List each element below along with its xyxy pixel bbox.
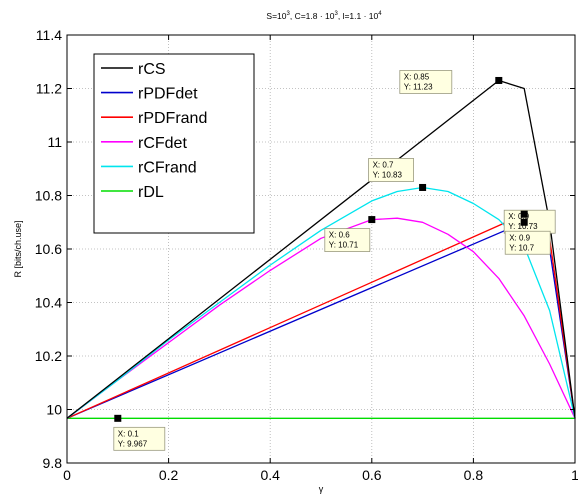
datatip-x-text: X: 0.1 [118,429,139,438]
datatips: X: 0.85Y: 11.23X: 0.7Y: 10.83X: 0.9Y: 10… [113,70,556,451]
title-c-exp: 3 [335,11,339,17]
datatip: X: 0.9Y: 10.7 [504,218,551,255]
datatip-y-text: Y: 11.23 [404,82,433,91]
datatip-x-text: X: 0.7 [373,160,394,169]
x-axis-ticks: 0 0.2 0.4 0.6 0.8 1 [63,35,578,483]
datatip-y-text: Y: 9.967 [118,439,148,448]
series-line-rCS [66,79,576,419]
y-tick-label: 11.2 [36,81,62,97]
x-tick-label: 0.2 [159,467,179,483]
datatip: X: 0.9Y: 10.73 [503,209,556,234]
y-tick-label: 10.8 [35,188,62,204]
chart-title: S=103, C=1.8 · 103, l=1.1 · 104 [266,11,382,21]
datatip-box [368,158,415,182]
x-tick-label: 0.8 [464,467,484,483]
legend: rCS rPDFdet rPDFrand rCFdet rCFrand rDL [93,53,255,234]
y-tick-label: 10.4 [35,295,62,311]
datatip-x-text: X: 0.9 [508,212,529,221]
y-tick-label: 10.2 [35,348,62,364]
y-tick-label: 10 [46,402,62,418]
y-axis-ticks: 9.8 10 10.2 10.4 10.6 10.8 11 11.2 11.4 [35,27,575,471]
datatip-marker [114,414,122,422]
series-line-rPDFrand [66,213,576,419]
series-line-rPDFdet [66,221,576,419]
datatip-x-text: X: 0.85 [404,72,430,81]
legend-label: rPDFrand [138,110,207,127]
y-tick-label: 11.4 [36,27,62,43]
y-tick-label: 9.8 [43,455,63,471]
title-l: , l=1.1 · 10 [338,11,379,21]
datatip-y-text: Y: 10.73 [508,222,538,231]
datatip-box [324,228,371,252]
datatip-y-text: Y: 10.7 [509,243,534,252]
datatip-marker [520,210,528,218]
x-tick-label: 0.4 [260,467,280,483]
datatip: X: 0.1Y: 9.967 [113,414,166,451]
legend-box [93,53,255,234]
legend-label: rDL [138,184,164,201]
datatip: X: 0.6Y: 10.71 [324,216,376,252]
x-tick-label: 0.6 [362,467,382,483]
legend-label: rCFrand [138,159,197,176]
datatip-x-text: X: 0.9 [509,233,530,242]
y-tick-label: 11 [47,134,62,150]
legend-label: rCFdet [138,135,187,152]
title-l-exp: 4 [378,11,382,17]
title-s-exp: 3 [287,11,291,17]
x-tick-label: 0 [63,467,71,483]
legend-label: rCS [138,61,166,78]
datatip-x-text: X: 0.6 [329,231,350,240]
title-s: S=10 [266,11,286,21]
datatip-box [399,70,453,94]
x-tick-label: 1 [571,467,578,483]
y-tick-label: 10.6 [35,241,62,257]
title-c: , C=1.8 · 10 [290,11,335,21]
series-line-rCFdet [66,217,576,419]
x-axis-label: γ [319,484,324,494]
datatip-y-text: Y: 10.71 [329,241,359,250]
datatip-marker [495,76,503,84]
datatip: X: 0.7Y: 10.83 [368,158,427,191]
datatip-marker [520,218,528,226]
datatip-box [504,230,551,255]
datatip: X: 0.85Y: 11.23 [399,70,503,94]
datatip-box [113,426,166,451]
datatip-marker [419,183,427,191]
y-axis-label: R [bits/ch.use] [13,220,23,277]
datatip-y-text: Y: 10.83 [373,170,403,179]
datatip-marker [368,216,376,224]
legend-label: rPDFdet [138,86,198,103]
